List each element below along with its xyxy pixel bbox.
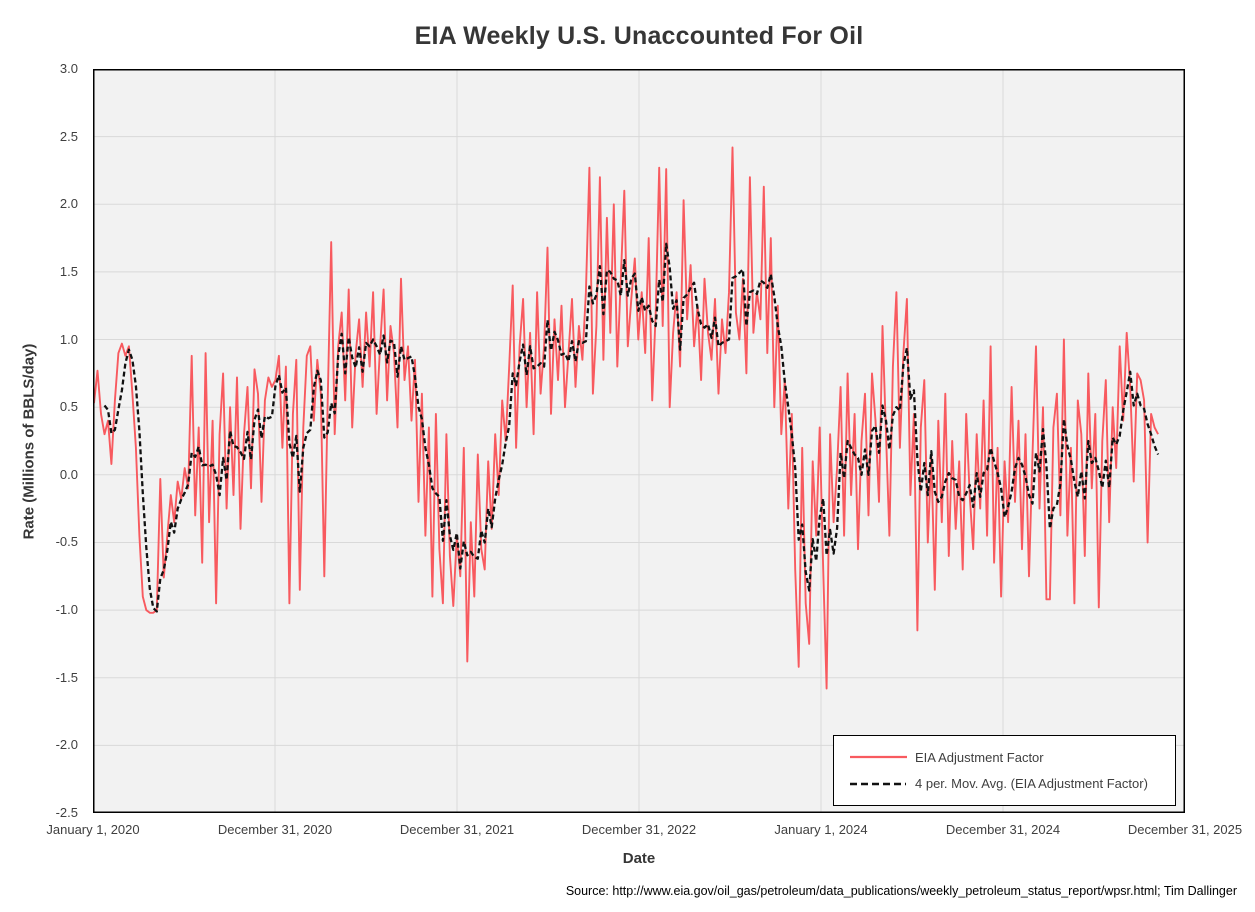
chart-plot-area bbox=[93, 69, 1185, 813]
y-tick-label: 0.0 bbox=[59, 466, 78, 482]
x-tick-label: December 31, 2021 bbox=[399, 822, 515, 837]
y-tick-label: 2.5 bbox=[59, 128, 78, 144]
x-tick-label: December 31, 2024 bbox=[945, 822, 1061, 837]
x-tick-label: January 1, 2024 bbox=[774, 822, 868, 837]
legend-label-adjustment-factor: EIA Adjustment Factor bbox=[915, 749, 1044, 765]
chart-title: EIA Weekly U.S. Unaccounted For Oil bbox=[414, 22, 864, 50]
plot-svg bbox=[93, 69, 1185, 813]
moving-average-line bbox=[103, 242, 1160, 613]
x-tick-label: December 31, 2025 bbox=[1127, 822, 1243, 837]
x-tick-label: December 31, 2022 bbox=[581, 822, 697, 837]
x-tick-label: January 1, 2020 bbox=[46, 822, 140, 837]
chart-legend: EIA Adjustment Factor 4 per. Mov. Avg. (… bbox=[833, 735, 1176, 806]
y-axis-title-text: Rate (Millions of BBLS/day) bbox=[20, 343, 38, 539]
y-tick-label: -0.5 bbox=[55, 534, 78, 550]
y-axis-title: Rate (Millions of BBLS/day) bbox=[14, 69, 44, 813]
y-tick-label: -1.5 bbox=[55, 669, 78, 685]
source-note: Source: http://www.eia.gov/oil_gas/petro… bbox=[565, 884, 1237, 898]
legend-entry-adjustment-factor: EIA Adjustment Factor bbox=[834, 750, 1175, 765]
y-tick-label: 3.0 bbox=[59, 61, 78, 76]
legend-solid-line-sample bbox=[850, 756, 907, 759]
y-tick-label: -2.5 bbox=[55, 805, 78, 820]
legend-entry-moving-average: 4 per. Mov. Avg. (EIA Adjustment Factor) bbox=[834, 776, 1175, 791]
legend-label-moving-average: 4 per. Mov. Avg. (EIA Adjustment Factor) bbox=[915, 776, 1148, 792]
y-tick-label: 0.5 bbox=[59, 399, 78, 415]
x-tick-label: December 31, 2020 bbox=[217, 822, 333, 837]
y-tick-label: -1.0 bbox=[55, 602, 78, 618]
y-tick-label: 1.5 bbox=[59, 263, 78, 279]
legend-dashed-line-sample bbox=[850, 782, 907, 786]
y-tick-label: 2.0 bbox=[59, 196, 78, 212]
x-axis-title: Date bbox=[622, 850, 656, 867]
y-tick-label: 1.0 bbox=[59, 331, 78, 347]
y-tick-label: -2.0 bbox=[55, 737, 78, 753]
